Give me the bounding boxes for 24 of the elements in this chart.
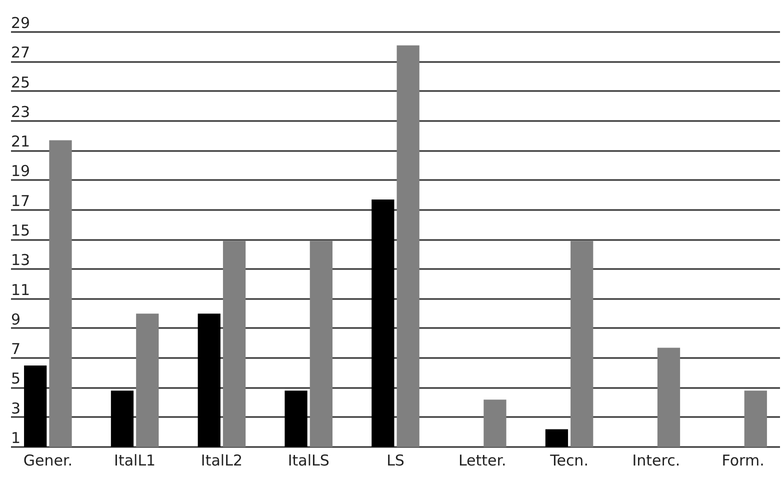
y-tick-label: 5 bbox=[11, 370, 21, 388]
x-tick-label: ItalLS bbox=[288, 452, 330, 470]
x-tick-label: Tecn. bbox=[549, 452, 588, 470]
y-tick-label: 25 bbox=[11, 73, 30, 92]
y-tick-label: 17 bbox=[11, 192, 30, 210]
y-tick-label: 3 bbox=[11, 399, 21, 418]
y-tick-label: 11 bbox=[11, 280, 30, 299]
y-tick-label: 19 bbox=[11, 162, 30, 180]
x-tick-label: Letter. bbox=[458, 452, 506, 470]
y-tick-label: 29 bbox=[11, 14, 30, 32]
x-tick-label: Form. bbox=[722, 452, 764, 470]
x-tick-label: ItalL2 bbox=[200, 452, 243, 470]
y-tick-label: 27 bbox=[11, 44, 30, 62]
y-tick-label: 23 bbox=[11, 102, 30, 121]
y-tick-label: 1 bbox=[11, 429, 21, 447]
y-tick-label: 7 bbox=[11, 340, 21, 358]
x-tick-label: Interc. bbox=[632, 452, 680, 470]
x-tick-label: LS bbox=[386, 452, 404, 470]
x-tick-label: ItalL1 bbox=[114, 452, 156, 470]
y-tick-label: 21 bbox=[11, 132, 30, 151]
x-tick-label: Gener. bbox=[23, 452, 73, 470]
y-tick-label: 13 bbox=[11, 251, 30, 270]
y-tick-label: 15 bbox=[11, 222, 30, 240]
y-tick-label: 9 bbox=[11, 310, 21, 328]
